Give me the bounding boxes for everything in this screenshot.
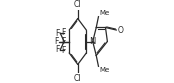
- Text: Me: Me: [99, 67, 109, 73]
- Text: F: F: [54, 37, 59, 46]
- Text: Cl: Cl: [74, 74, 81, 83]
- Text: F: F: [62, 28, 66, 37]
- Text: F: F: [56, 45, 60, 54]
- Text: F: F: [62, 37, 66, 46]
- Text: Me: Me: [99, 10, 109, 16]
- Text: Cl: Cl: [74, 0, 81, 9]
- Text: F: F: [62, 46, 66, 55]
- Text: N: N: [89, 37, 96, 46]
- Text: F: F: [56, 29, 60, 38]
- Text: O: O: [117, 26, 123, 35]
